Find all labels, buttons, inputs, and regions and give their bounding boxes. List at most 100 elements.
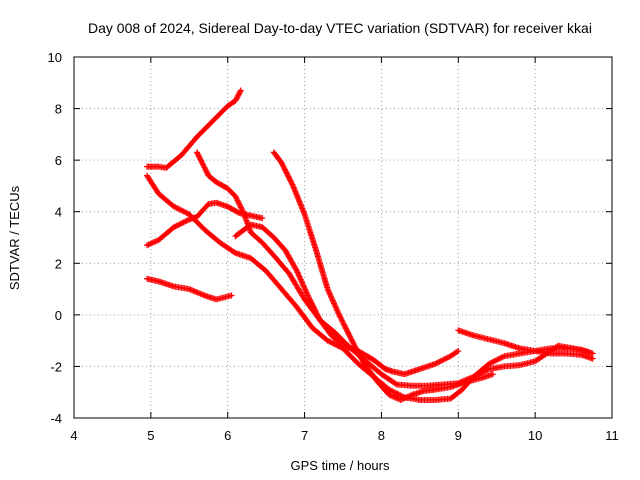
data-series (144, 87, 596, 403)
x-tick-label: 11 (605, 428, 619, 443)
data-point (336, 313, 343, 320)
data-point (280, 163, 287, 170)
series-track-1 (144, 275, 235, 303)
data-point (308, 300, 315, 307)
data-point (340, 321, 347, 328)
data-point (196, 154, 203, 161)
data-point (281, 166, 288, 173)
data-point (194, 150, 201, 157)
series-track-3 (144, 199, 266, 249)
y-tick-label: 6 (55, 153, 62, 168)
data-point (282, 167, 289, 174)
data-point (313, 310, 320, 317)
data-point (455, 347, 462, 354)
data-point (344, 328, 351, 335)
data-point (307, 297, 314, 304)
data-point (231, 249, 238, 256)
data-point (454, 348, 461, 355)
y-tick-label: 4 (55, 205, 62, 220)
x-axis-label: GPS time / hours (291, 458, 390, 473)
data-point (202, 165, 209, 172)
data-point (308, 299, 315, 306)
data-point (338, 315, 345, 322)
data-point (306, 295, 313, 302)
data-point (228, 292, 235, 299)
data-point (193, 149, 200, 156)
data-point (200, 161, 207, 168)
data-point (234, 209, 241, 216)
data-point (283, 170, 290, 177)
data-point (314, 312, 321, 319)
data-point (314, 311, 321, 318)
data-point (198, 158, 205, 165)
plot-border (73, 56, 613, 419)
y-tick-label: 0 (55, 308, 62, 323)
data-point (341, 322, 348, 329)
x-tick-label: 6 (224, 428, 231, 443)
series-track-2 (144, 87, 244, 171)
data-point (339, 318, 346, 325)
data-point (196, 153, 203, 160)
data-point (484, 366, 491, 373)
data-point (288, 178, 295, 185)
chart-title: Day 008 of 2024, Sidereal Day-to-day VTE… (88, 20, 592, 36)
data-point (184, 217, 191, 224)
series-track-6 (232, 221, 462, 378)
data-point (310, 304, 317, 311)
data-point (286, 176, 293, 183)
data-point (336, 311, 343, 318)
data-point (279, 162, 286, 169)
data-point (310, 303, 317, 310)
data-point (342, 325, 349, 332)
data-point (284, 172, 291, 179)
data-point (311, 306, 318, 313)
data-point (195, 152, 202, 159)
data-point (306, 296, 313, 303)
data-point (312, 308, 319, 315)
y-axis-label: SDTVAR / TECUs (7, 185, 22, 290)
data-point (312, 307, 319, 314)
data-point (344, 329, 351, 336)
y-tick-label: -4 (50, 411, 62, 426)
data-point (315, 314, 322, 321)
data-point (237, 87, 244, 94)
data-point (279, 161, 286, 168)
data-point (340, 320, 347, 327)
data-point (337, 314, 344, 321)
x-axis: 4 5 6 7 8 9 10 11 (70, 57, 619, 443)
data-point (201, 164, 208, 171)
data-point (204, 169, 211, 176)
data-point (347, 333, 354, 340)
y-axis: -4 -2 0 2 4 6 8 10 (48, 50, 612, 426)
y-tick-label: 2 (55, 256, 62, 271)
data-point (203, 168, 210, 175)
data-point (342, 324, 349, 331)
x-tick-label: 10 (528, 428, 542, 443)
y-tick-label: -2 (50, 359, 62, 374)
data-point (285, 173, 292, 180)
x-tick-label: 8 (378, 428, 385, 443)
data-point (346, 332, 353, 339)
data-point (199, 160, 206, 167)
data-point (202, 167, 209, 174)
data-point (345, 330, 352, 337)
data-point (489, 371, 496, 378)
x-tick-label: 4 (70, 428, 77, 443)
data-point (289, 181, 296, 188)
data-point (288, 180, 295, 187)
data-point (589, 355, 596, 362)
data-point (200, 163, 207, 170)
data-point (259, 215, 266, 222)
data-point (197, 156, 204, 163)
data-point (305, 293, 312, 300)
data-point (285, 174, 292, 181)
data-point (278, 159, 285, 166)
series-track-8 (455, 327, 596, 362)
data-point (309, 301, 316, 308)
data-point (287, 177, 294, 184)
data-point (281, 165, 288, 172)
series-track-7 (270, 149, 496, 403)
data-point (500, 353, 507, 360)
